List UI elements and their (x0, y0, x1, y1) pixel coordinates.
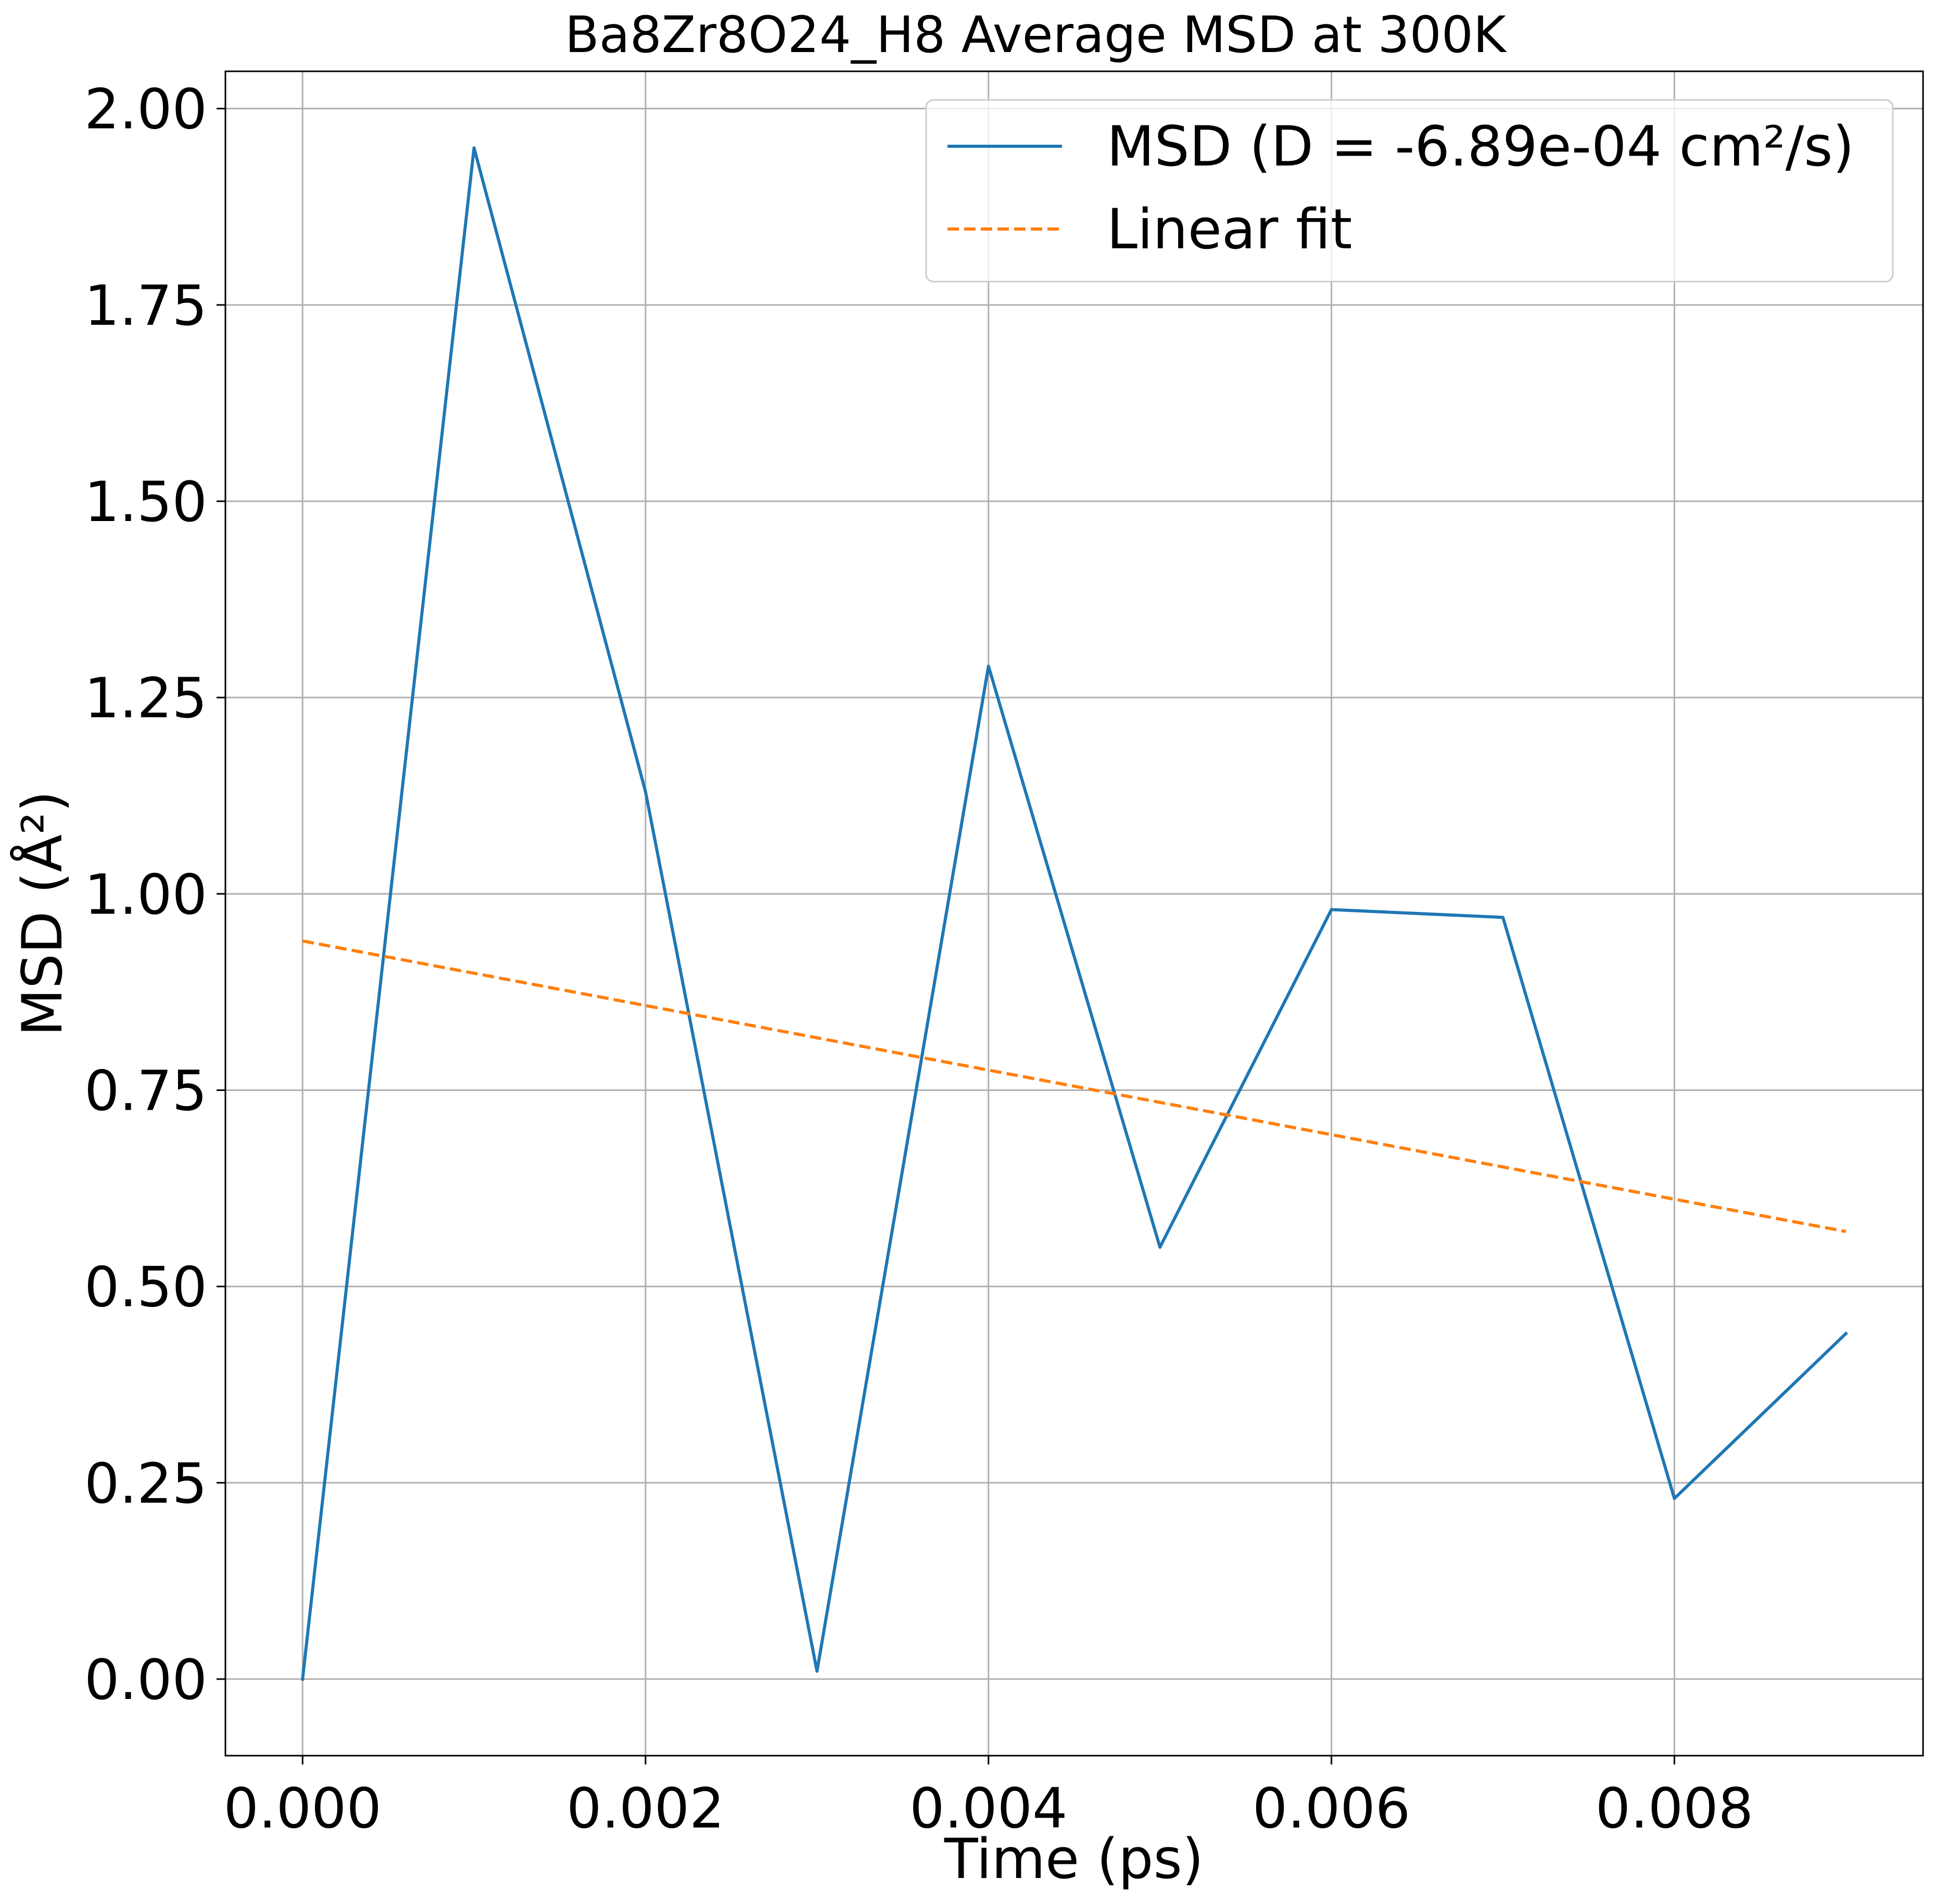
y-tick-label: 0.50 (84, 1255, 207, 1319)
legend-label-linear-fit: Linear fit (1107, 197, 1352, 261)
linear-fit-line (302, 939, 1847, 1233)
legend: MSD (D = -6.89e-04 cm²/s) Linear fit (925, 99, 1894, 283)
x-tick-label: 0.008 (1596, 1776, 1753, 1840)
y-tick-label: 1.25 (84, 666, 207, 730)
legend-box (925, 99, 1894, 283)
x-axis-label: Time (ps) (944, 1827, 1204, 1891)
chart-title: Ba8Zr8O24_H8 Average MSD at 300K (565, 6, 1507, 64)
y-tick-label: 0.75 (84, 1059, 207, 1123)
x-tick-label: 0.000 (223, 1776, 381, 1840)
y-tick-label: 0.00 (84, 1648, 207, 1712)
axes-frame (224, 70, 1924, 1757)
y-axis-label: MSD (Å²) (10, 791, 74, 1036)
msd-series-line (300, 146, 1849, 1681)
y-tick-label: 2.00 (84, 78, 207, 142)
plot-series (300, 146, 1849, 1681)
x-tick-label: 0.002 (566, 1776, 724, 1840)
legend-label-msd: MSD (D = -6.89e-04 cm²/s) (1107, 115, 1854, 179)
y-axis-ticks: 0.00 0.25 0.50 0.75 1.00 1.25 1.50 1.75 2.00 (84, 78, 225, 1712)
y-tick-label: 1.75 (84, 274, 207, 338)
x-axis-ticks: 0.000 0.002 0.004 0.006 0.008 (223, 1756, 1753, 1840)
y-tick-label: 0.25 (84, 1452, 207, 1516)
x-tick-label: 0.004 (909, 1776, 1067, 1840)
y-tick-label: 1.00 (84, 862, 207, 926)
y-tick-label: 1.50 (84, 470, 207, 534)
x-tick-label: 0.006 (1253, 1776, 1410, 1840)
